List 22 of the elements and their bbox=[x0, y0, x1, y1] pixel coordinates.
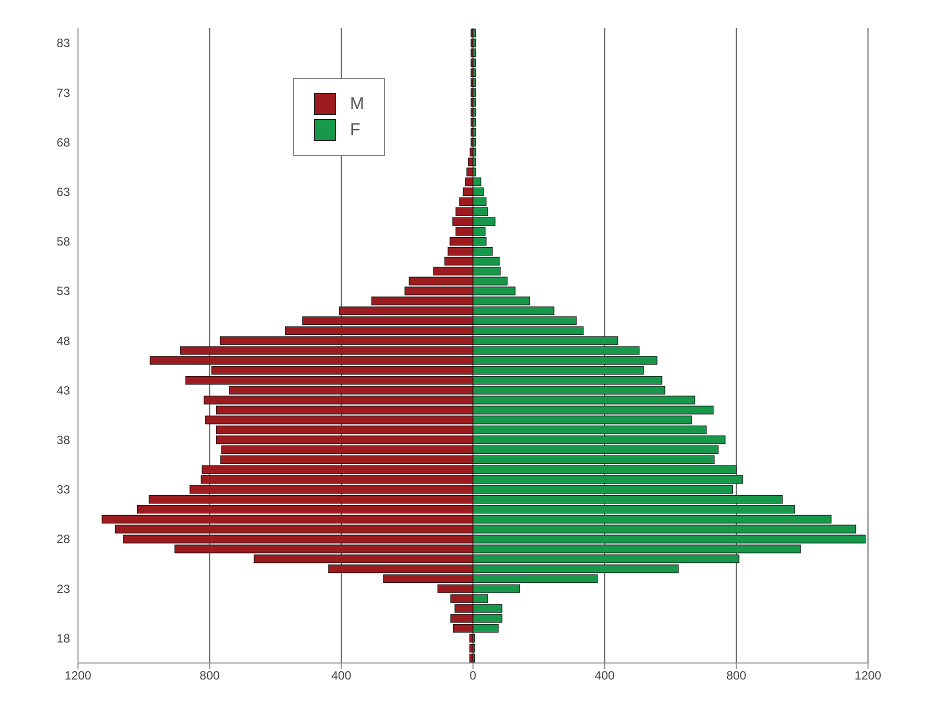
y-tick-label: 48 bbox=[56, 334, 70, 348]
y-tick-label: 18 bbox=[56, 631, 70, 646]
x-tick-label: 1200 bbox=[854, 668, 882, 683]
y-tick-label: 23 bbox=[56, 582, 70, 596]
x-tick-label: 800 bbox=[726, 668, 747, 683]
y-tick-label: 38 bbox=[56, 433, 70, 448]
y-tick-label: 68 bbox=[56, 135, 70, 150]
y-tick-label: 43 bbox=[56, 383, 70, 398]
x-tick-label: 800 bbox=[200, 668, 220, 683]
y-tick-label: 83 bbox=[56, 36, 70, 50]
y-tick-label: 53 bbox=[56, 284, 70, 298]
x-tick-label: 400 bbox=[331, 668, 352, 683]
y-tick-label: 33 bbox=[56, 482, 70, 497]
y-tick-label: 28 bbox=[56, 532, 70, 546]
x-tick-label: 400 bbox=[594, 668, 615, 683]
y-tick-label: 58 bbox=[56, 234, 70, 249]
legend-label: M bbox=[350, 94, 364, 114]
x-tick-label: 1200 bbox=[64, 668, 92, 683]
legend-label: F bbox=[350, 120, 360, 140]
y-tick-label: 63 bbox=[56, 184, 70, 199]
x-tick-label: 0 bbox=[470, 668, 477, 683]
y-tick-label: 73 bbox=[56, 86, 70, 100]
